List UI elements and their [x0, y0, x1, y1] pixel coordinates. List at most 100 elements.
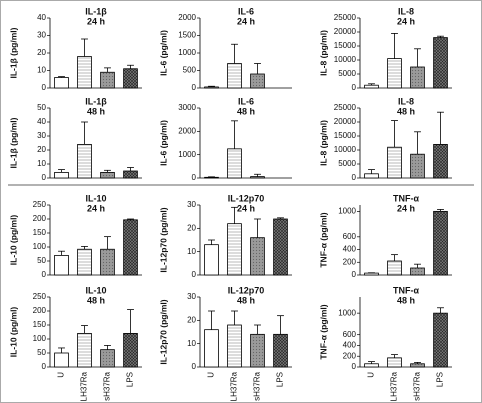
y-tick-label: 15000 [334, 131, 357, 140]
bar [433, 210, 448, 276]
y-tick-label: 0 [192, 362, 197, 371]
bar [77, 56, 92, 89]
panel-subtitle: 24 h [397, 203, 415, 213]
y-tick-label: 0 [42, 270, 47, 279]
bar [100, 71, 115, 89]
x-tick-label: LPS [276, 372, 285, 387]
y-tick-label: 100 [33, 334, 47, 343]
y-axis-label: IL-8 (pg/ml) [318, 120, 328, 166]
y-tick-label: 40 [37, 13, 46, 22]
bar [273, 218, 288, 276]
y-tick-label: 10 [37, 159, 46, 168]
bar [204, 329, 219, 368]
y-tick-label: 250 [33, 292, 47, 301]
y-tick-label: 0 [192, 270, 197, 279]
panel-subtitle: 48 h [87, 106, 105, 116]
y-tick-label: 1500 [178, 31, 196, 40]
bar [54, 77, 69, 89]
y-tick-label: 2000 [178, 13, 196, 22]
y-tick-label: 1000 [178, 150, 196, 159]
panel-subtitle: 24 h [237, 16, 255, 26]
y-tick-label: 0 [352, 270, 357, 279]
bar [364, 173, 379, 179]
x-tick-label: LH37Ra [80, 371, 89, 401]
bar [204, 86, 219, 89]
y-tick-label: 1000 [338, 308, 356, 317]
bar [364, 84, 379, 89]
y-tick-label: 40 [37, 117, 46, 126]
panel-subtitle: 24 h [87, 16, 105, 26]
y-tick-label: 5000 [338, 159, 356, 168]
bar [250, 176, 265, 179]
bar [123, 68, 138, 89]
panel-title: TNF-α [393, 193, 419, 203]
bar [250, 73, 265, 89]
y-tick-label: 50 [37, 256, 46, 265]
y-tick-label: 3000 [178, 103, 196, 112]
y-tick-label: 20 [187, 223, 196, 232]
bar [364, 272, 379, 276]
y-tick-label: 20 [37, 145, 46, 154]
y-tick-label: 20000 [334, 27, 357, 36]
bar [250, 333, 265, 368]
panel-title: IL-8 [398, 96, 414, 106]
x-tick-label: sH37Ra [253, 371, 262, 400]
y-axis-label: TNF-α (pg/ml) [318, 212, 328, 267]
panel-subtitle: 48 h [397, 106, 415, 116]
y-tick-label: 30 [37, 131, 46, 140]
bar [433, 37, 448, 89]
y-tick-label: 1000 [178, 48, 196, 57]
bar [77, 248, 92, 276]
bar [433, 143, 448, 179]
y-tick-label: 0 [352, 173, 357, 182]
y-axis-label: IL-10 (pg/ml) [8, 215, 18, 266]
y-tick-label: 0 [42, 173, 47, 182]
bar [204, 176, 219, 179]
x-tick-label: LH37Ra [230, 371, 239, 401]
y-tick-label: 25000 [334, 103, 357, 112]
panel-subtitle: 48 h [237, 106, 255, 116]
y-axis-label: IL-10 (pg/ml) [8, 307, 18, 358]
y-tick-label: 0 [42, 362, 47, 371]
bar [54, 171, 69, 179]
bar [410, 153, 425, 179]
panel-title: IL-12p70 [228, 285, 265, 295]
panel-title: IL-8 [398, 6, 414, 16]
bar [100, 171, 115, 179]
y-tick-label: 50 [37, 348, 46, 357]
x-tick-label: LPS [126, 372, 135, 387]
x-tick-label: U [57, 372, 66, 378]
x-tick-label: sH37Ra [103, 371, 112, 400]
y-tick-label: 15000 [334, 41, 357, 50]
bar [227, 148, 242, 179]
bar [100, 248, 115, 276]
y-tick-label: 30 [37, 31, 46, 40]
y-tick-label: 10000 [334, 145, 357, 154]
y-axis-label: IL-6 (pg/ml) [158, 120, 168, 166]
x-tick-label: LPS [436, 372, 445, 387]
y-tick-label: 30 [187, 200, 196, 209]
bar [227, 324, 242, 368]
x-tick-label: sH37Ra [413, 371, 422, 400]
y-tick-label: 0 [352, 83, 357, 92]
bar [77, 332, 92, 368]
panel-subtitle: 48 h [87, 295, 105, 305]
y-axis-label: TNF-α (pg/ml) [318, 304, 328, 359]
bar [227, 223, 242, 276]
panel-subtitle: 48 h [237, 295, 255, 305]
bar [433, 312, 448, 368]
bar [410, 363, 425, 368]
y-tick-label: 10 [187, 247, 196, 256]
y-tick-label: 0 [192, 83, 197, 92]
y-tick-label: 200 [343, 257, 357, 266]
y-tick-label: 10 [37, 66, 46, 75]
panel-subtitle: 24 h [237, 203, 255, 213]
panel-title: IL-6 [238, 6, 254, 16]
bar [123, 332, 138, 368]
bar [227, 63, 242, 89]
panel-subtitle: 24 h [87, 203, 105, 213]
bar [204, 244, 219, 276]
bar [364, 363, 379, 368]
panel-subtitle: 48 h [397, 295, 415, 305]
